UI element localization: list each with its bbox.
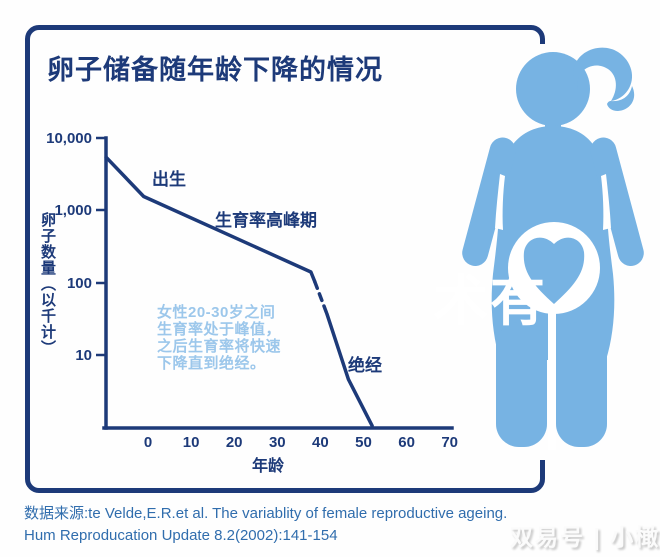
x-tick-label: 0 (144, 434, 152, 451)
label-peak: 生育率高峰期 (215, 210, 317, 230)
pregnant-woman-figure (462, 47, 644, 450)
watermark-publisher: 双易号 | 小橄榄 (510, 524, 660, 550)
woman-ponytail (573, 47, 633, 101)
egg-reserve-curve-solid-1 (104, 155, 317, 284)
watermark-overlay: 术有 (433, 270, 548, 332)
y-axis-title: 卵子数量（以千计） (39, 212, 56, 356)
egg-reserve-curve-dashed (313, 279, 329, 316)
x-tick-label: 50 (355, 434, 372, 451)
page-title: 卵子储备随年龄下降的情况 (47, 55, 383, 85)
label-birth: 出生 (152, 169, 186, 189)
woman-ponytail-curl (607, 86, 635, 111)
y-tick-label: 1,000 (54, 202, 92, 219)
fertility-annotation: 女性20-30岁之间 生育率处于峰值， 之后生育率将快速 下降直到绝经。 (157, 304, 282, 372)
woman-right-leg (556, 322, 607, 447)
x-axis-title: 年龄 (252, 456, 285, 475)
x-tick-label: 40 (312, 434, 329, 451)
y-tick-label: 10 (75, 347, 92, 364)
data-source: 数据来源:te Velde,E.R.et al. The variablity … (24, 505, 508, 544)
x-tick-label: 70 (441, 434, 458, 451)
x-tick-label: 30 (269, 434, 286, 451)
x-tick-label: 10 (183, 434, 200, 451)
arm-gap-right (601, 174, 611, 230)
woman-left-leg (496, 322, 547, 447)
x-tick-label: 20 (226, 434, 243, 451)
heart-icon (523, 237, 585, 304)
x-tick-label: 60 (398, 434, 415, 451)
woman-head (516, 52, 590, 126)
egg-reserve-curve-solid-2 (325, 312, 374, 428)
egg-reserve-chart: 10,000 1,000 100 10 0 10 20 30 40 50 60 … (46, 130, 458, 475)
woman-right-arm (590, 137, 644, 266)
woman-left-arm (462, 137, 516, 266)
y-tick-label: 10,000 (46, 130, 92, 147)
arm-gap-left (495, 174, 505, 230)
leg-divider (548, 310, 556, 450)
y-tick-label: 100 (67, 275, 92, 292)
label-menopause: 绝经 (348, 355, 382, 375)
